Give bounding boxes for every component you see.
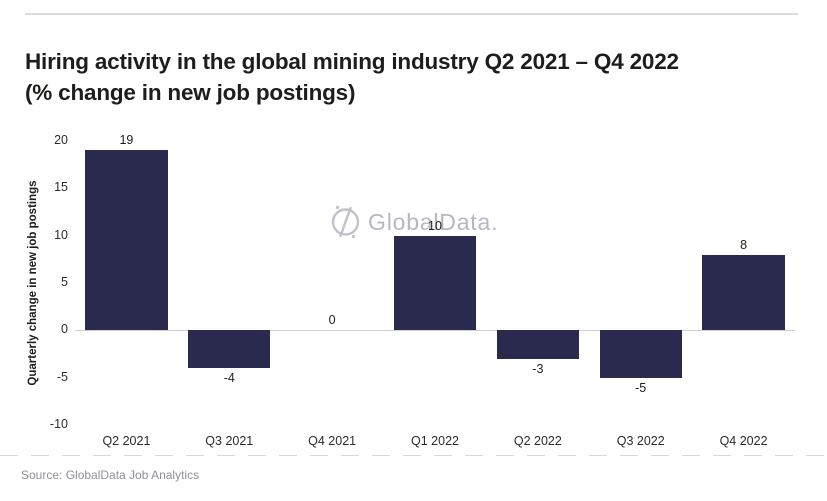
x-label-q3-2021: Q3 2021 bbox=[205, 434, 254, 448]
x-label-q2-2022: Q2 2022 bbox=[513, 434, 562, 448]
top-divider bbox=[25, 13, 798, 15]
source-note: Source: GlobalData Job Analytics bbox=[21, 468, 200, 482]
bar-value-q3-2021: -4 bbox=[223, 371, 235, 386]
zero-axis-line bbox=[75, 329, 795, 331]
y-tick--10: -10 bbox=[49, 417, 68, 431]
bar-value-q3-2022: -5 bbox=[635, 380, 647, 395]
bar-value-q4-2021: 0 bbox=[328, 313, 336, 328]
x-axis-labels: Q2 2021 Q3 2021 Q4 2021 Q1 2022 Q2 2022 Q3 20… bbox=[75, 434, 795, 452]
plot-area: GlobalData. 19 -4 0 10 -3 -5 8 bbox=[75, 133, 795, 425]
bar-q2-2021 bbox=[85, 150, 168, 331]
y-tick-10: 10 bbox=[54, 227, 68, 242]
bar-value-q4-2022: 8 bbox=[740, 237, 748, 252]
x-label-q3-2022: Q3 2022 bbox=[616, 434, 665, 448]
x-label-q4-2022: Q4 2022 bbox=[719, 434, 768, 448]
bar-q3-2021 bbox=[188, 330, 271, 369]
bar-value-q1-2022: 10 bbox=[428, 218, 442, 233]
x-label-q4-2021: Q4 2021 bbox=[308, 434, 357, 448]
y-tick--5: -5 bbox=[56, 369, 68, 384]
bar-q3-2022 bbox=[599, 330, 682, 378]
y-tick-0: 0 bbox=[61, 322, 68, 337]
bar-q2-2022 bbox=[496, 330, 579, 359]
footer-divider bbox=[0, 455, 827, 456]
bar-q4-2022 bbox=[702, 254, 785, 331]
y-tick-20: 20 bbox=[54, 133, 68, 147]
globaldata-logo-icon bbox=[331, 205, 360, 239]
y-tick-15: 15 bbox=[54, 180, 68, 195]
y-tick-5: 5 bbox=[61, 275, 68, 289]
x-label-q1-2022: Q1 2022 bbox=[411, 434, 459, 448]
bar-value-q2-2021: 19 bbox=[119, 133, 134, 148]
chart-title: Hiring activity in the global mining ind… bbox=[25, 49, 679, 105]
bar-value-q2-2022: -3 bbox=[532, 361, 544, 376]
x-label-q2-2021: Q2 2021 bbox=[102, 434, 151, 448]
bar-q1-2022 bbox=[393, 235, 477, 331]
